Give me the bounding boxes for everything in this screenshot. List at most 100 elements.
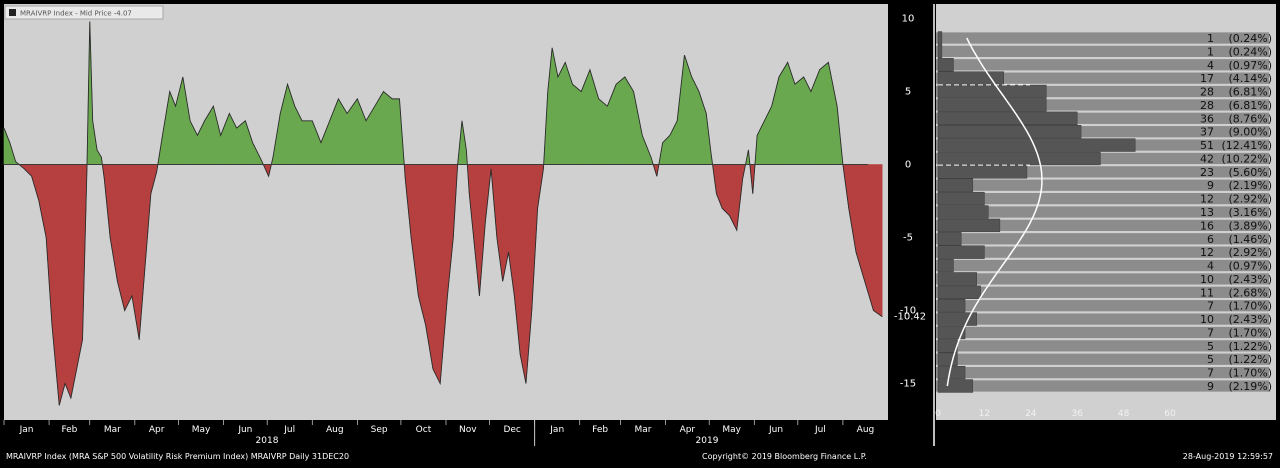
distribution-band [936,192,1269,205]
distribution-x-ticks: 0 12 24 36 48 60 [935,409,1176,419]
bin-percent-label: (0.97%) [1228,260,1272,273]
bin-percent-label: (2.68%) [1228,286,1272,299]
distribution-bar [937,125,1082,139]
x-month-label: Jan [19,425,34,435]
bin-percent-label: (6.81%) [1228,99,1272,112]
bin-count-label: 17 [1200,72,1214,85]
x-year-label: 2019 [696,436,719,446]
x-month-label: Jun [237,425,252,435]
x-month-label: Jul [283,425,295,435]
distribution-band [936,366,1269,379]
bin-count-label: 7 [1207,300,1214,313]
x-month-label: Aug [326,425,344,435]
bin-percent-label: (6.81%) [1228,86,1272,99]
bin-percent-label: (2.43%) [1228,273,1272,286]
distribution-band [936,179,1269,191]
distribution-band [936,326,1269,339]
bin-count-label: 10 [1200,273,1214,286]
x-month-label: Nov [459,425,477,435]
bin-count-label: 11 [1200,286,1214,299]
bin-count-label: 5 [1207,340,1214,353]
legend: MRAIVRP Index - Mid Price -4.07 [4,5,164,20]
x-month-label: Jan [549,425,564,435]
bin-percent-label: (2.92%) [1228,193,1272,206]
area-negative-segment [721,164,730,217]
distribution-bar [937,205,989,219]
legend-label: MRAIVRP Index - Mid Price -4.07 [20,10,132,18]
distribution-bar [937,325,966,340]
distribution-band [936,166,1269,178]
bin-percent-label: (4.14%) [1228,72,1272,85]
area-positive-segment [819,61,829,165]
bin-percent-label: (0.24%) [1228,45,1272,58]
area-negative-segment [70,164,77,399]
x-month-label: May [192,425,211,435]
bin-count-label: 28 [1200,86,1214,99]
bin-count-label: 13 [1200,206,1214,219]
distribution-x-tick-label: 12 [979,409,990,419]
distribution-bar [937,285,981,299]
bin-count-label: 9 [1207,179,1214,192]
distribution-band [936,59,1269,71]
distribution-band [936,340,1269,352]
bin-percent-label: (1.70%) [1228,326,1272,339]
bin-count-label: 10 [1200,313,1214,326]
distribution-bar [937,258,954,273]
area-negative-segment [432,164,441,384]
x-month-label: Mar [104,425,121,435]
distribution-band [936,273,1269,285]
distribution-bar [937,218,1001,233]
distribution-bar [937,165,1028,179]
bin-percent-label: (3.16%) [1228,206,1272,219]
bin-count-label: 23 [1200,166,1214,179]
distribution-bar [937,379,974,393]
distribution-band [936,259,1269,272]
x-month-label: Sep [371,425,388,435]
bin-percent-label: (1.22%) [1228,353,1272,366]
area-negative-segment [64,164,72,399]
bin-percent-label: (2.92%) [1228,246,1272,259]
y-tick-label: 0 [905,160,911,171]
distribution-bar [937,299,966,313]
bin-count-label: 4 [1207,59,1214,72]
bin-percent-label: (0.24%) [1228,32,1272,45]
x-month-label: Mar [635,425,652,435]
bin-percent-label: (9.00%) [1228,126,1272,139]
distribution-bar [937,245,985,259]
x-year-label: 2018 [256,436,279,446]
x-month-label: Jul [814,425,826,435]
bin-count-label: 6 [1207,233,1214,246]
distribution-bar [937,84,1047,99]
area-negative-segment [76,164,83,369]
area-positive-segment [301,120,313,165]
distribution-band [936,126,1269,138]
distribution-band [936,313,1269,325]
y-axis-panel [888,0,934,420]
bin-count-label: 7 [1207,367,1214,380]
bin-percent-label: (3.89%) [1228,219,1272,232]
distribution-bar [937,31,943,45]
bin-count-label: 7 [1207,326,1214,339]
distribution-band [936,353,1269,365]
bin-count-label: 9 [1207,380,1214,393]
footer-copyright: Copyright© 2019 Bloomberg Finance L.P. [702,452,867,461]
distribution-band [936,246,1269,258]
area-positive-segment [794,76,804,165]
footer-timestamp: 28-Aug-2019 12:59:57 [1183,452,1273,461]
area-negative-segment [58,164,66,406]
x-month-label: Apr [149,425,165,435]
bin-percent-label: (8.76%) [1228,112,1272,125]
distribution-band [936,219,1269,232]
x-month-label: May [722,425,741,435]
bin-percent-label: (2.43%) [1228,313,1272,326]
y-tick-label: -10 [900,306,916,317]
distribution-x-tick-label: 48 [1118,409,1130,419]
distribution-band [936,380,1269,392]
bin-count-label: 1 [1207,32,1214,45]
area-negative-segment [519,164,527,384]
distribution-bar [937,339,958,353]
y-axis-ticks: -10.42 10 5 0 -5 -10 -15 [894,14,926,390]
distribution-band [936,32,1269,44]
distribution-bar [937,111,1078,125]
bin-percent-label: (5.60%) [1228,166,1272,179]
